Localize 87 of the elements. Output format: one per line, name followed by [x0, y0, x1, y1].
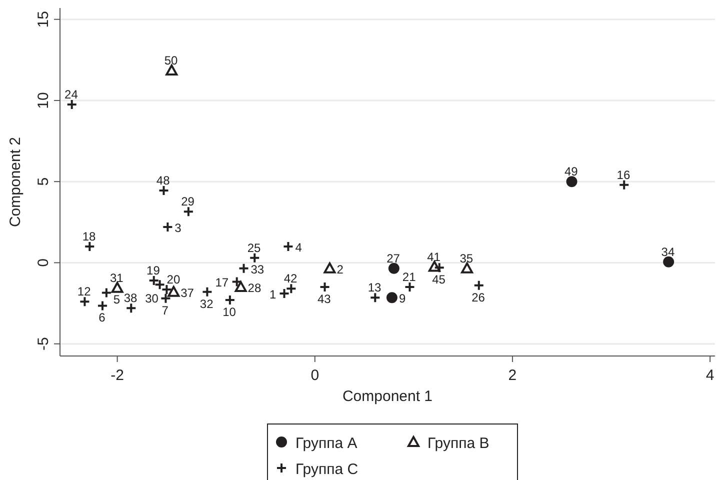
annotation: 33 [250, 262, 264, 276]
point [96, 300, 108, 312]
annotation: 1 [269, 288, 276, 302]
annotation: 21 [402, 270, 416, 284]
annotation: 9 [398, 292, 406, 306]
y-axis-title: Component 2 [7, 136, 24, 228]
annotation: 30 [145, 291, 159, 306]
y-tick-label: 10 [35, 92, 52, 109]
annotation: 49 [564, 164, 578, 179]
point [663, 256, 674, 268]
annotation: 17 [215, 276, 229, 290]
annotation: 25 [247, 240, 261, 255]
point [234, 281, 247, 292]
point [79, 296, 90, 308]
annotation: 19 [146, 264, 160, 278]
point [100, 287, 112, 298]
annotation: 5 [113, 292, 120, 307]
annotation: 34 [661, 244, 675, 259]
annotation: 24 [64, 88, 78, 102]
point [231, 276, 242, 288]
x-tick-label: 2 [508, 367, 517, 384]
annotation: 12 [77, 284, 92, 299]
annotation: 29 [181, 194, 195, 209]
annotation: 7 [162, 303, 169, 318]
annotation: 48 [156, 174, 170, 188]
point [66, 99, 78, 110]
annotation: 16 [616, 168, 630, 182]
point [278, 288, 290, 300]
y-tick-label: -5 [35, 337, 52, 351]
point [388, 262, 400, 274]
annotation: 26 [472, 290, 486, 304]
annotation: 4 [295, 240, 302, 254]
point [162, 222, 174, 233]
point [286, 283, 297, 294]
point [224, 294, 236, 306]
point [182, 206, 194, 218]
x-tick-label: -2 [110, 367, 124, 384]
point [249, 252, 260, 264]
point [158, 185, 170, 196]
y-tick-label: 5 [35, 177, 52, 186]
point [461, 262, 474, 274]
annotation: 42 [284, 272, 298, 286]
annotation: 3 [174, 221, 182, 236]
annotation: 37 [180, 286, 194, 300]
point [386, 292, 398, 304]
point [238, 262, 250, 274]
annotation: 27 [386, 251, 400, 266]
point [473, 280, 484, 291]
point [370, 292, 381, 304]
legend-label: Группа B [428, 435, 490, 452]
point [324, 262, 336, 274]
annotation: 2 [336, 262, 344, 276]
x-axis-title: Component 1 [342, 388, 433, 405]
point [111, 282, 124, 293]
point [319, 282, 330, 293]
y-tick-label: 15 [35, 11, 52, 28]
annotation: 20 [166, 272, 180, 287]
point [434, 262, 445, 274]
point [126, 302, 137, 314]
point [618, 179, 630, 190]
point [282, 240, 294, 252]
annotation: 43 [317, 292, 332, 306]
annotation: 38 [124, 291, 138, 306]
legend-label: Группа A [296, 435, 358, 452]
annotation: 10 [222, 305, 236, 320]
y-tick-label: 0 [35, 258, 52, 267]
point [168, 286, 180, 297]
annotation: 35 [460, 251, 474, 266]
legend-label: Группа C [296, 461, 358, 478]
x-tick-label: 4 [706, 367, 714, 384]
point [404, 282, 416, 293]
annotation: 28 [248, 281, 262, 296]
annotation: 50 [164, 53, 178, 68]
point [428, 260, 440, 272]
annotation: 31 [110, 270, 124, 285]
point [160, 292, 172, 304]
x-tick-label: 0 [310, 367, 320, 384]
annotation: 32 [200, 296, 214, 311]
annotation: 13 [368, 280, 382, 295]
annotation: 41 [427, 250, 441, 264]
point [566, 176, 578, 188]
point [166, 64, 178, 76]
annotation: 45 [432, 272, 446, 287]
point [84, 240, 96, 252]
point [202, 286, 213, 298]
annotation: 6 [98, 310, 106, 325]
annotation: 18 [82, 229, 96, 244]
